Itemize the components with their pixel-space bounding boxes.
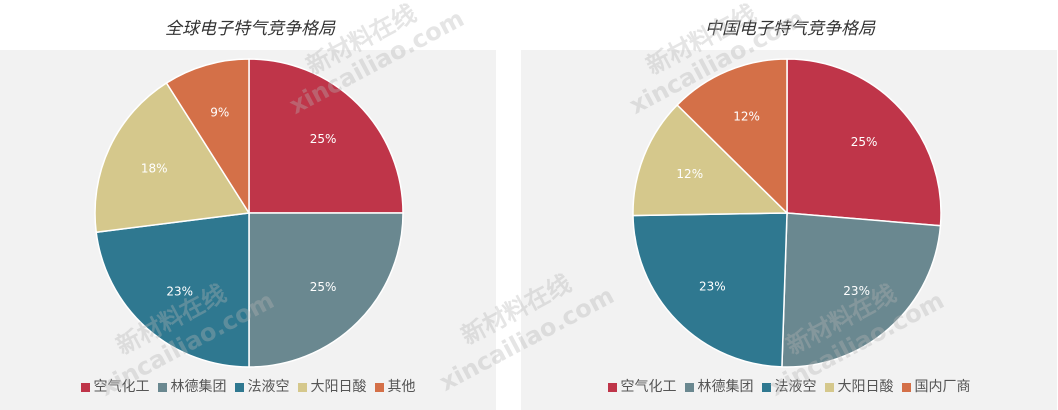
legend-item: 大阳日酸	[824, 376, 894, 396]
legend-label: 国内厂商	[914, 379, 971, 395]
slice-data-label: 25%	[310, 132, 337, 146]
slice-data-label: 23%	[843, 284, 870, 298]
pie-slice	[781, 212, 942, 368]
global-pie-svg: 25% 25% 23% 18% 9%	[94, 58, 404, 368]
legend-swatch	[684, 382, 694, 392]
pie-slice	[94, 81, 251, 234]
legend-label: 法液空	[247, 379, 290, 395]
legend-swatch	[157, 382, 167, 392]
slice-data-label: 12%	[676, 167, 703, 181]
legend-label: 大阳日酸	[837, 379, 894, 395]
slice-data-label: 25%	[851, 135, 878, 149]
pie-slice	[786, 58, 942, 227]
pie-slice	[248, 58, 404, 214]
legend-swatch	[297, 382, 307, 392]
legend-swatch	[824, 382, 834, 392]
legend-item: 大阳日酸	[297, 376, 367, 396]
legend-item: 其他	[374, 376, 416, 396]
legend-item: 林德集团	[684, 376, 754, 396]
legend-item: 法液空	[234, 376, 290, 396]
pie-slice	[632, 103, 789, 217]
global-chart-title: 全球电子特气竞争格局	[165, 19, 335, 39]
legend-label: 法液空	[774, 379, 817, 395]
legend-swatch	[901, 382, 911, 392]
global-legend: 空气化工 林德集团 法液空 大阳日酸 其他	[0, 376, 496, 396]
legend-swatch	[607, 382, 617, 392]
china-legend: 空气化工 林德集团 法液空 大阳日酸 国内厂商	[521, 376, 1057, 396]
slice-data-label: 23%	[166, 285, 193, 299]
slice-data-label: 9%	[210, 105, 229, 119]
pie-slice	[95, 212, 250, 368]
legend-item: 法液空	[761, 376, 817, 396]
legend-item: 国内厂商	[901, 376, 971, 396]
legend-swatch	[761, 382, 771, 392]
china-chart-title: 中国电子特气竞争格局	[705, 19, 875, 39]
slice-data-label: 25%	[310, 280, 337, 294]
legend-label: 林德集团	[170, 379, 227, 395]
pie-slice	[248, 212, 404, 368]
legend-item: 空气化工	[607, 376, 677, 396]
slice-data-label: 23%	[699, 279, 726, 293]
legend-label: 其他	[387, 379, 416, 395]
pie-slice	[632, 212, 788, 368]
legend-swatch	[234, 382, 244, 392]
legend-label: 空气化工	[620, 379, 677, 395]
global-chart-panel: 25% 25% 23% 18% 9% 空气化工 林德集团 法液空 大阳日酸 其他	[0, 50, 496, 410]
china-pie-svg: 25% 23% 23% 12% 12%	[632, 58, 942, 368]
legend-label: 林德集团	[697, 379, 754, 395]
slice-data-label: 18%	[141, 161, 168, 175]
legend-swatch	[80, 382, 90, 392]
legend-item: 林德集团	[157, 376, 227, 396]
legend-swatch	[374, 382, 384, 392]
legend-label: 空气化工	[93, 379, 150, 395]
pie-slice	[165, 58, 250, 216]
legend-label: 大阳日酸	[310, 379, 367, 395]
legend-item: 空气化工	[80, 376, 150, 396]
slice-data-label: 12%	[733, 109, 760, 123]
china-chart-panel: 25% 23% 23% 12% 12% 空气化工 林德集团 法液空 大阳日酸 国内厂商	[521, 50, 1057, 410]
pie-slice	[676, 58, 788, 215]
